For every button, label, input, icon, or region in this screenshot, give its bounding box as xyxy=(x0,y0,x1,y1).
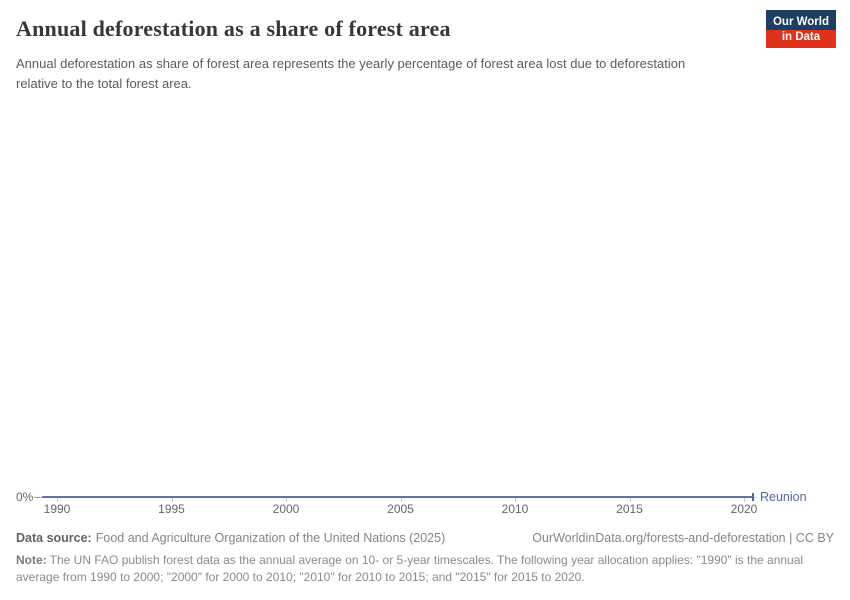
chart-note: Note: The UN FAO publish forest data as t… xyxy=(16,552,836,586)
attribution-link[interactable]: OurWorldinData.org/forests-and-deforesta… xyxy=(532,531,834,545)
plot-area[interactable] xyxy=(0,100,850,520)
x-axis-tick-mark xyxy=(515,497,516,502)
y-axis-tick-label: 0% xyxy=(16,490,34,504)
x-axis-tick-label: 2000 xyxy=(272,502,300,516)
x-axis-tick-mark xyxy=(744,497,745,502)
x-axis-tick-label: 2005 xyxy=(387,502,414,516)
chart-subtitle: Annual deforestation as share of forest … xyxy=(16,56,686,91)
x-axis-tick-mark xyxy=(400,497,402,502)
owid-logo[interactable]: Our World in Data xyxy=(765,10,836,48)
y-axis-tick-mark xyxy=(34,497,40,498)
x-axis-tick-label: 2010 xyxy=(501,502,529,516)
note-text: The UN FAO publish forest data as the an… xyxy=(16,553,804,584)
x-axis-tick-mark xyxy=(629,497,631,502)
x-axis-tick-label: 1990 xyxy=(43,502,71,516)
chart-title: Annual deforestation as a share of fores… xyxy=(16,16,451,41)
x-axis-tick-label: 1995 xyxy=(158,502,185,516)
x-axis-tick-mark xyxy=(57,497,58,502)
x-axis-tick-mark xyxy=(286,497,287,502)
x-axis-line xyxy=(40,497,757,498)
data-source-label: Data source: xyxy=(16,531,92,545)
sources-row: Data source: Food and Agriculture Organiz… xyxy=(16,531,834,545)
x-axis-tick-mark xyxy=(171,497,173,502)
x-axis-tick-label: 2020 xyxy=(730,502,758,516)
owid-logo-line2: in Data xyxy=(765,30,836,48)
data-source-text: Food and Agriculture Organization of the… xyxy=(95,531,446,545)
x-axis-tick-label: 2015 xyxy=(616,502,643,516)
series-line-reunion xyxy=(42,496,752,498)
series-label-reunion[interactable]: Reunion xyxy=(760,490,807,504)
note-label: Note: xyxy=(16,553,47,567)
owid-logo-line1: Our World xyxy=(772,16,829,28)
data-source: Data source: Food and Agriculture Organiz… xyxy=(16,531,445,545)
series-end-cap xyxy=(752,493,754,501)
